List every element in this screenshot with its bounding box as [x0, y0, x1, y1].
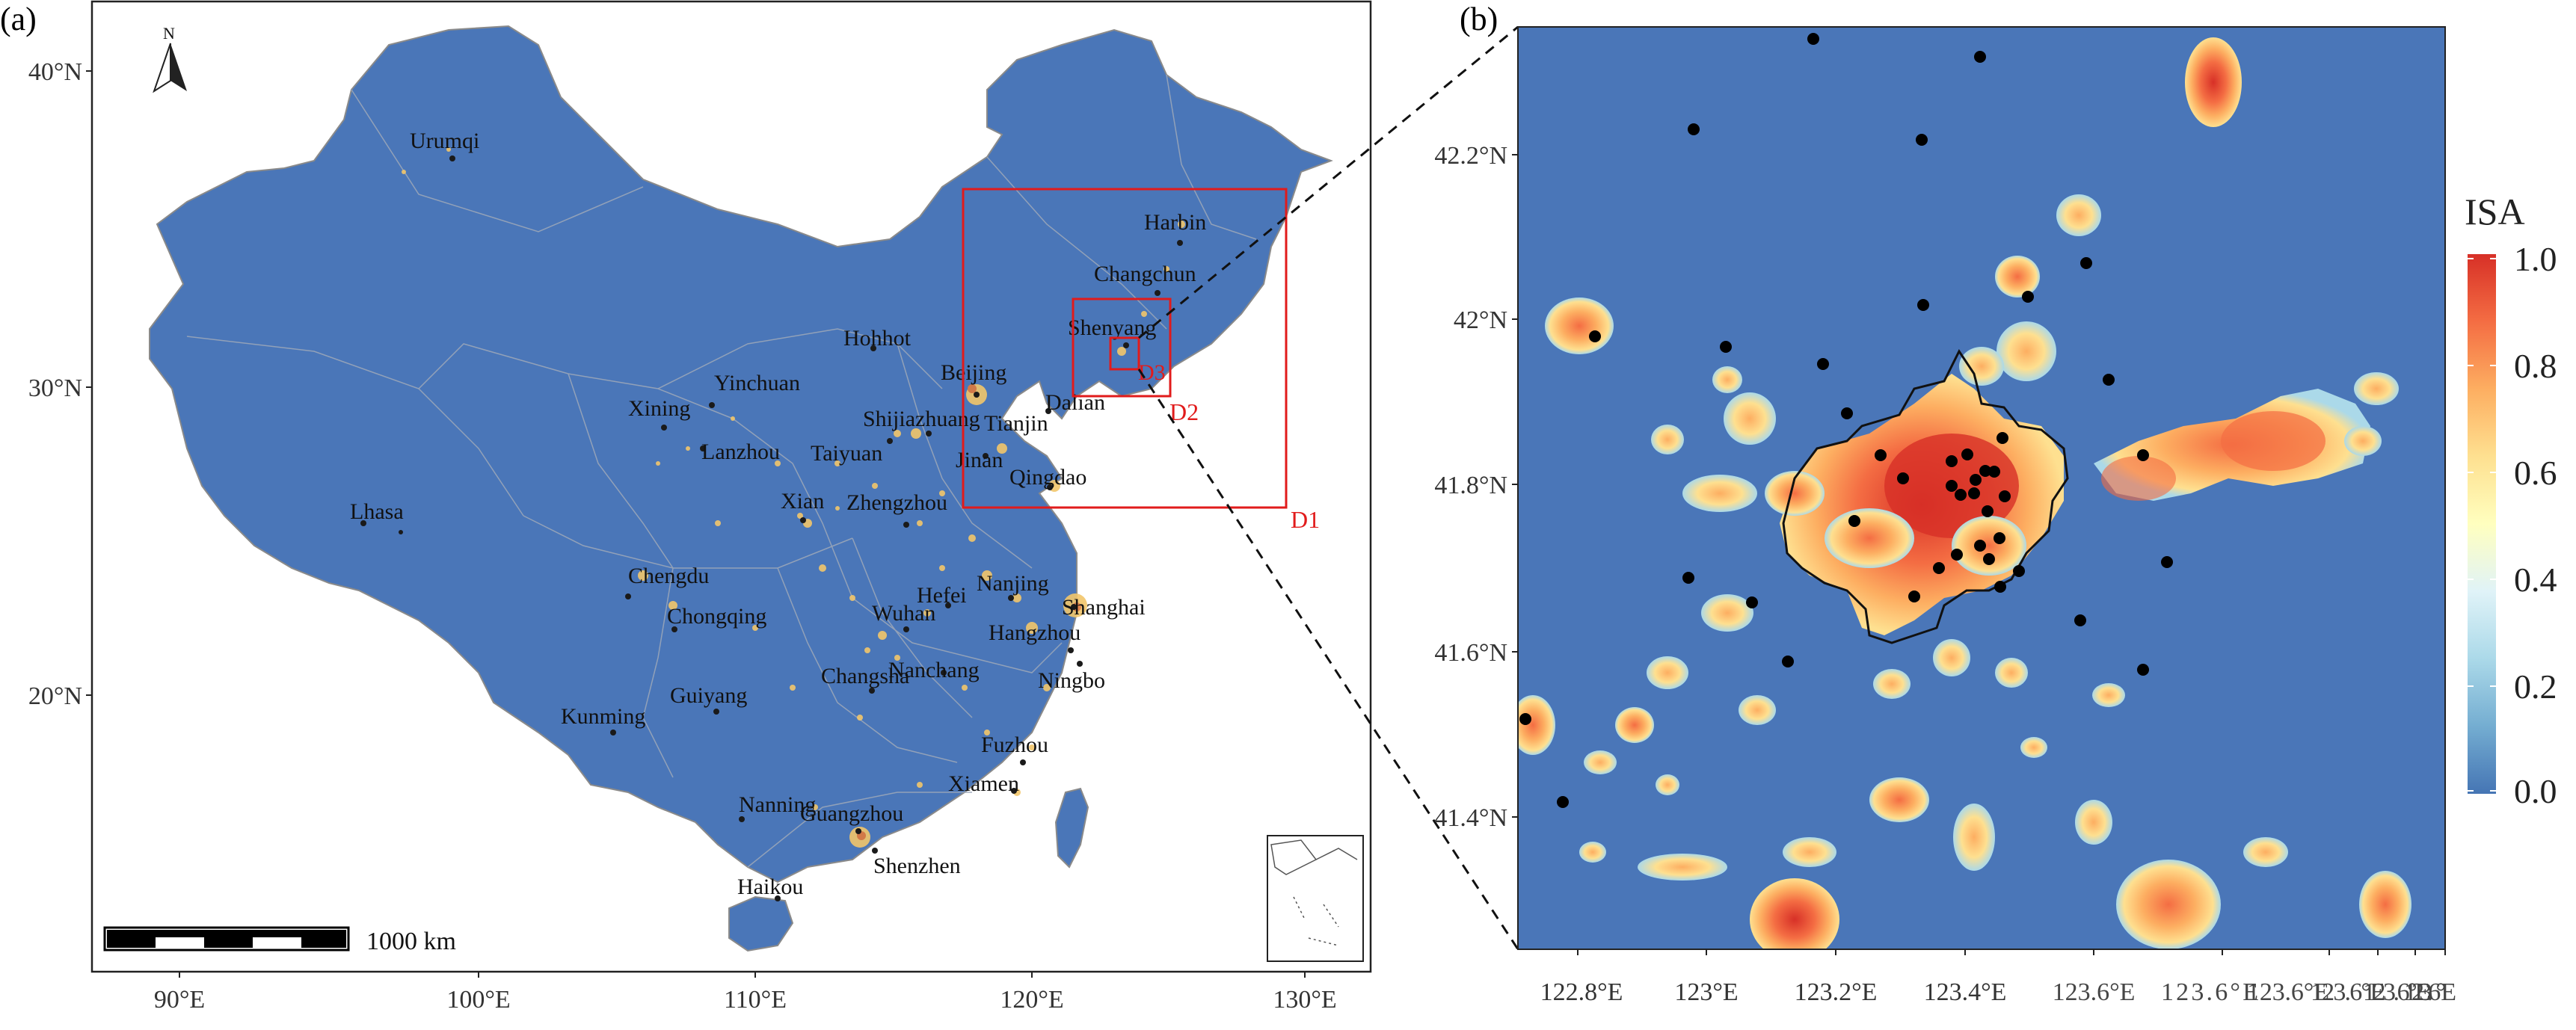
x-tick-label: 123.2°E	[1795, 978, 1878, 1006]
city-label: Hangzhou	[989, 620, 1080, 645]
taiwan-island	[1054, 787, 1089, 869]
scale-bar-label: 1000 km	[366, 928, 456, 955]
city-label: Shanghai	[1062, 595, 1146, 620]
city-label: Dalian	[1045, 390, 1105, 415]
colorbar-tick-label: 0.4	[2514, 561, 2557, 599]
colorbar-tick-label: 0.6	[2514, 454, 2557, 492]
hainan-island	[728, 895, 794, 952]
city-label: Nanjing	[977, 571, 1049, 596]
city-label: Shijiazhuang	[863, 407, 980, 431]
city-label: Shenyang	[1068, 315, 1156, 340]
colorbar-tick-label: 0.8	[2514, 347, 2557, 385]
city-label: Hefei	[917, 583, 967, 608]
colorbar	[2468, 254, 2496, 794]
china-landmass	[149, 25, 1333, 883]
colorbar-tick-label: 1.0	[2514, 240, 2557, 278]
box-d3	[1109, 336, 1140, 371]
x-tick-label-overlap: 123.6°E	[2311, 978, 2385, 1006]
scale-bar: 1000 km	[103, 926, 456, 955]
box-d2	[1072, 297, 1172, 398]
south-china-sea-inset	[1267, 835, 1364, 962]
city-label: Taiyuan	[811, 441, 882, 466]
city-label: Nanchang	[888, 658, 980, 682]
x-tick-label: 90°E	[154, 986, 205, 1014]
city-label: Hohhot	[843, 326, 912, 351]
city-label: Ningbo	[1038, 668, 1105, 693]
colorbar-title: ISA	[2465, 191, 2525, 232]
y-tick-label: 41.6°N	[1434, 639, 1507, 667]
city-label: Xian	[781, 489, 824, 514]
city-label: Wuhan	[872, 601, 935, 626]
city-label: Tianjin	[984, 411, 1048, 436]
city-label: Zhengzhou	[846, 490, 947, 515]
x-tick-label-overlap: 123.6°E	[2247, 978, 2329, 1006]
box-d1-label: D1	[1291, 506, 1320, 533]
city-label: Lanzhou	[701, 440, 780, 464]
city-label: Nanning	[739, 792, 816, 817]
x-tick-label: 122.8°E	[1540, 978, 1623, 1006]
city-label: Lhasa	[350, 499, 404, 524]
x-tick-label: 123.4°E	[1924, 978, 2007, 1006]
city-label: Haikou	[737, 875, 803, 899]
city-label: Guangzhou	[800, 801, 903, 826]
city-markers	[360, 155, 1183, 901]
urban-boundary-outline	[1782, 349, 2069, 644]
city-label: Beijing	[941, 360, 1006, 385]
isa-urban-patches	[1518, 37, 2411, 949]
city-label: Chengdu	[628, 564, 709, 588]
colorbar-tick-label: 0.0	[2514, 772, 2557, 810]
zoom-connector-lines	[1137, 25, 1519, 950]
panel-a-label: (a)	[0, 1, 37, 37]
north-label: N	[163, 24, 175, 43]
x-tick-label-overlap: 123.6°E	[2053, 978, 2136, 1006]
panel-a-y-axis	[86, 70, 92, 696]
city-label: Shenzhen	[873, 854, 961, 878]
city-label: Urumqi	[410, 129, 479, 153]
box-d3-label: D3	[1138, 360, 1166, 385]
city-label: Fuzhou	[981, 733, 1048, 757]
panel-a-x-axis	[179, 972, 1306, 978]
city-label: Xiamen	[948, 771, 1019, 796]
panel-b-x-axis	[1577, 949, 2446, 955]
y-tick-label: 41.4°N	[1434, 804, 1507, 832]
colorbar-ticks	[2468, 258, 2496, 792]
city-label: Xining	[628, 396, 690, 421]
city-label: Yinchuan	[714, 371, 800, 395]
y-tick-label: 30°N	[28, 374, 82, 402]
city-label: Changsha	[821, 664, 909, 688]
city-label: Changchun	[1094, 262, 1196, 286]
north-arrow: N	[153, 24, 187, 93]
station-points	[1519, 33, 2173, 808]
y-tick-label: 20°N	[28, 682, 82, 710]
x-tick-label: 130°E	[1273, 986, 1336, 1014]
city-label: Qingdao	[1009, 465, 1086, 490]
y-tick-label: 42°N	[1454, 306, 1507, 334]
city-label: Harbin	[1144, 210, 1206, 235]
x-tick-label: 123°E	[1674, 978, 1738, 1006]
city-label: Chongqing	[667, 604, 766, 629]
x-tick-label-overlap: 123.6°E	[2363, 978, 2430, 1006]
map-b-frame	[1517, 26, 2446, 950]
y-tick-label: 41.8°N	[1434, 472, 1507, 499]
panel-b-y-axis	[1512, 154, 1518, 818]
x-tick-label: 110°E	[724, 986, 787, 1014]
x-tick-label: 120°E	[1000, 986, 1063, 1014]
box-d2-label: D2	[1169, 398, 1199, 425]
x-tick-label-overlap: 123.6°E	[2404, 978, 2456, 1006]
y-tick-label: 40°N	[28, 58, 82, 86]
city-label: Guiyang	[670, 683, 747, 708]
x-tick-label: 100°E	[446, 986, 510, 1014]
panel-b-label: (b)	[1460, 1, 1498, 37]
x-tick-label-overlap: 123.6°E	[2161, 978, 2258, 1006]
y-tick-label: 42.2°N	[1434, 142, 1507, 170]
city-label: Kunming	[561, 704, 645, 729]
box-d1	[962, 188, 1288, 509]
colorbar-tick-label: 0.2	[2514, 667, 2557, 706]
province-borders	[186, 74, 1257, 868]
